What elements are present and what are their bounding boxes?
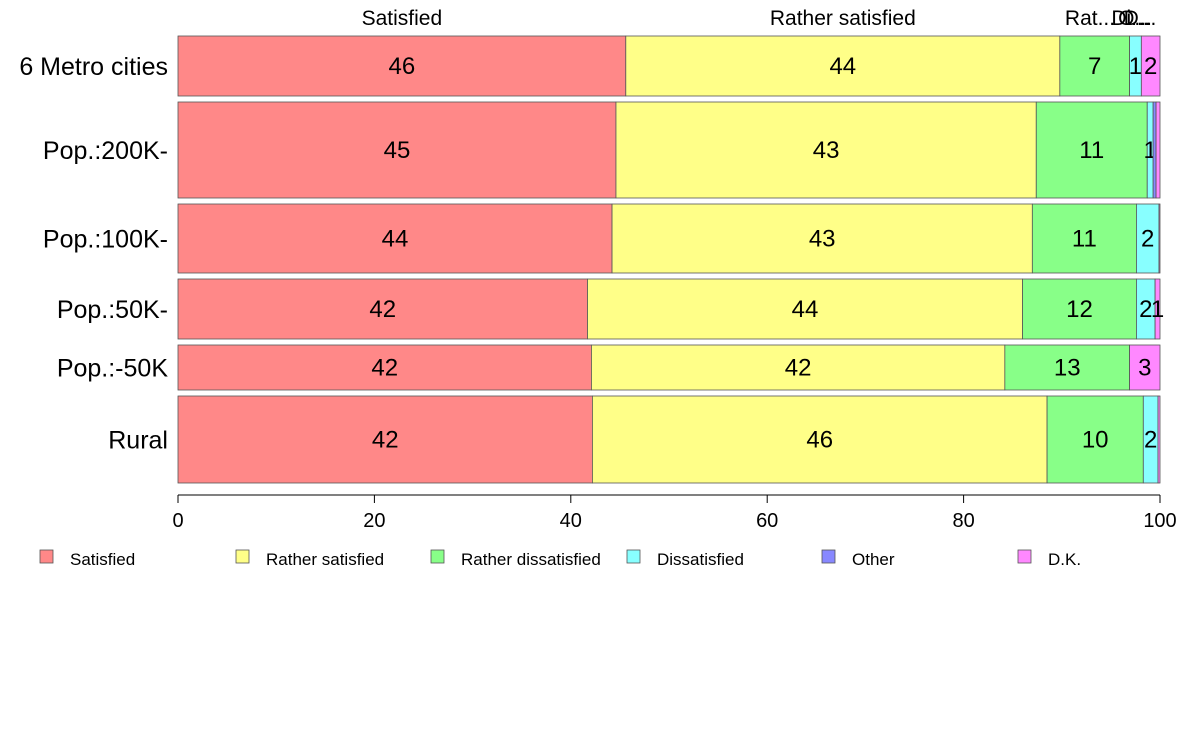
data-label: 3	[1138, 355, 1151, 382]
bar-segment	[1154, 278, 1161, 340]
data-label: 42	[371, 355, 398, 382]
x-tick-label: 60	[756, 510, 778, 532]
bar-segment	[1158, 203, 1161, 274]
data-label: 46	[389, 53, 416, 80]
bar-segment	[592, 395, 1048, 484]
bar-segment	[1059, 35, 1130, 97]
bar-segment	[1157, 395, 1161, 484]
x-tick-label: 100	[1143, 510, 1176, 532]
bar-segment	[1022, 278, 1137, 340]
top-series-label: Di...	[1111, 7, 1148, 30]
top-series-label: Rather satisfied	[770, 7, 916, 30]
legend-label: Other	[852, 550, 895, 569]
bar-segment	[615, 101, 1037, 199]
bar-segment	[587, 278, 1023, 340]
x-tick-label: 20	[363, 510, 385, 532]
data-label: 44	[792, 296, 819, 323]
bar-segment	[1004, 344, 1130, 391]
bar-segment	[177, 35, 627, 97]
data-label: 43	[813, 137, 840, 164]
data-label: 2	[1144, 53, 1157, 80]
legend-swatch	[235, 549, 250, 564]
category-label: Rural	[108, 427, 168, 455]
bar-segment	[1152, 101, 1157, 199]
top-series-label: Satisfied	[362, 7, 443, 30]
bar-segment	[591, 344, 1006, 391]
x-tick-label: 0	[172, 510, 183, 532]
bar-segment	[625, 35, 1061, 97]
data-label: 11	[1079, 137, 1104, 164]
data-label: 44	[382, 226, 409, 253]
legend-label: Rather dissatisfied	[461, 550, 601, 569]
bar-segment	[1129, 344, 1161, 391]
bar-segment	[177, 395, 593, 484]
data-label: 2	[1141, 226, 1154, 253]
category-label: Pop.:50K-	[57, 296, 168, 324]
bar-segment	[1155, 101, 1161, 199]
category-label: Pop.:-50K	[57, 355, 169, 383]
data-label: 13	[1054, 355, 1081, 382]
bar-segment	[177, 101, 617, 199]
bar-segment	[177, 344, 592, 391]
data-label: 42	[369, 296, 396, 323]
x-tick-label: 80	[952, 510, 974, 532]
data-label: 1	[1129, 53, 1142, 80]
legend-swatch	[430, 549, 445, 564]
bar-segment	[1046, 395, 1144, 484]
data-label: 2	[1139, 296, 1152, 323]
data-label: 42	[785, 355, 812, 382]
top-series-label: Rat...	[1065, 7, 1115, 30]
data-label: 12	[1066, 296, 1093, 323]
data-label: 11	[1072, 226, 1097, 253]
legend-label: Rather satisfied	[266, 550, 384, 569]
legend-label: D.K.	[1048, 550, 1081, 569]
bar-segment	[177, 278, 588, 340]
top-series-label: O...	[1118, 7, 1152, 30]
x-tick-label: 40	[560, 510, 582, 532]
data-label: 42	[372, 427, 399, 454]
data-label: 45	[384, 137, 411, 164]
data-label: 43	[809, 226, 836, 253]
data-label: 2	[1144, 427, 1157, 454]
legend-swatch	[39, 549, 54, 564]
bar-segment	[1035, 101, 1148, 199]
data-label: 46	[806, 427, 833, 454]
data-label: 10	[1082, 427, 1109, 454]
category-label: Pop.:200K-	[43, 137, 168, 165]
data-label: 1	[1151, 296, 1164, 323]
legend-label: Dissatisfied	[657, 550, 744, 569]
bar-segment	[1031, 203, 1137, 274]
legend-swatch	[626, 549, 641, 564]
legend-swatch	[821, 549, 836, 564]
bar-segment	[1140, 35, 1161, 97]
bar-segment	[611, 203, 1033, 274]
bar-segment	[177, 203, 613, 274]
data-label: 7	[1088, 53, 1101, 80]
category-label: Pop.:100K-	[43, 226, 168, 254]
legend-swatch	[1017, 549, 1032, 564]
top-series-label: D...	[1124, 7, 1157, 30]
category-label: 6 Metro cities	[19, 53, 168, 81]
legend-label: Satisfied	[70, 550, 135, 569]
data-label: 44	[829, 53, 856, 80]
